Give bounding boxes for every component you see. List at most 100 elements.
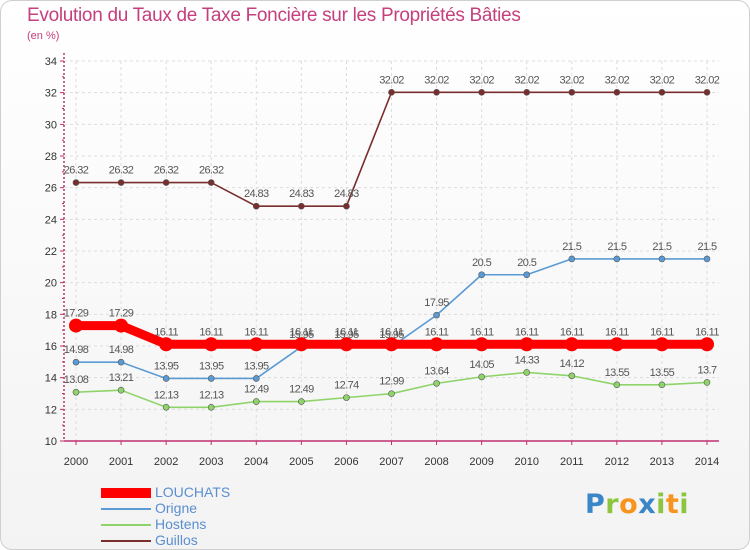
x-tick-label-2013: 2013 [650, 456, 674, 468]
legend-item-louchats: LOUCHATS [101, 484, 301, 501]
point-hostens-2012 [613, 381, 621, 389]
legend-swatch-louchats [101, 488, 151, 498]
legend-item-hostens: Hostens [101, 516, 301, 533]
data-label-guillos-2012: 32.02 [605, 74, 630, 86]
point-hostens-2003 [207, 403, 215, 411]
point-hostens-2008 [433, 380, 440, 387]
data-label-origne-2005: 15.95 [289, 329, 314, 341]
data-label-origne-2011: 21.5 [562, 241, 581, 253]
point-louchats-2004 [249, 337, 264, 352]
data-label-origne-2000: 14.98 [64, 344, 89, 356]
point-hostens-2000 [72, 388, 80, 396]
point-origne-2004 [252, 375, 260, 382]
chart-title: Evolution du Taux de Taxe Foncière sur l… [27, 5, 521, 26]
data-label-louchats-2001: 17.29 [109, 308, 134, 320]
point-louchats-2009 [474, 337, 489, 352]
point-louchats-2011 [564, 337, 579, 352]
data-label-guillos-2003: 26.32 [199, 165, 224, 177]
data-label-hostens-2008: 13.64 [424, 365, 449, 377]
data-label-origne-2009: 20.5 [472, 257, 491, 269]
y-tick-label-22: 22 [45, 246, 57, 258]
data-label-louchats-2013: 16.11 [650, 326, 674, 338]
point-origne-2010 [523, 271, 531, 279]
data-label-guillos-2013: 32.02 [650, 74, 675, 86]
point-hostens-2006 [343, 394, 350, 401]
data-label-origne-2012: 21.5 [607, 241, 626, 253]
point-origne-2011 [568, 255, 576, 263]
data-label-hostens-2004: 12.49 [244, 384, 269, 396]
x-tick-label-2012: 2012 [605, 456, 629, 468]
y-tick-label-28: 28 [45, 151, 57, 163]
y-tick-label-30: 30 [45, 119, 57, 131]
data-label-louchats-2010: 16.11 [515, 326, 539, 338]
x-tick-label-2005: 2005 [289, 456, 313, 468]
point-guillos-2007 [388, 89, 395, 96]
data-label-louchats-2002: 16.11 [154, 326, 178, 338]
point-louchats-2010 [519, 337, 534, 352]
data-label-louchats-2012: 16.11 [605, 326, 629, 338]
x-tick-label-2002: 2002 [154, 456, 178, 468]
y-tick-label-18: 18 [45, 309, 57, 321]
data-label-hostens-2009: 14.05 [469, 359, 494, 371]
data-label-origne-2014: 21.5 [697, 241, 716, 253]
point-origne-2002 [162, 375, 170, 382]
data-label-guillos-2001: 26.32 [109, 165, 134, 177]
data-label-guillos-2006: 24.83 [334, 188, 359, 200]
point-guillos-2013 [658, 89, 666, 96]
point-louchats-2001 [114, 318, 129, 333]
data-label-guillos-2011: 32.02 [560, 74, 585, 86]
data-label-hostens-2003: 12.13 [199, 389, 224, 401]
point-origne-2009 [478, 271, 485, 279]
x-tick-label-2011: 2011 [560, 456, 584, 468]
data-label-guillos-2005: 24.83 [289, 188, 314, 200]
point-guillos-2002 [162, 179, 170, 186]
data-label-louchats-2004: 16.11 [244, 326, 268, 338]
point-hostens-2004 [252, 398, 260, 405]
logo-letter-4: i [656, 489, 666, 520]
legend-label-louchats: LOUCHATS [155, 484, 231, 500]
data-label-louchats-2008: 16.11 [425, 326, 449, 338]
data-label-louchats-2000: 17.29 [64, 308, 89, 320]
x-tick-label-2010: 2010 [514, 456, 538, 468]
point-origne-2013 [658, 255, 666, 263]
legend-label-origne: Origne [155, 500, 198, 516]
data-label-guillos-2002: 26.32 [154, 165, 179, 177]
point-hostens-2001 [117, 386, 125, 394]
point-origne-2001 [117, 358, 125, 366]
legend-item-origne: Origne [101, 500, 301, 517]
point-guillos-2004 [252, 202, 260, 210]
logo-letter-6: i [679, 489, 690, 520]
data-label-louchats-2007: 16.11 [380, 326, 404, 338]
y-tick-label-10: 10 [45, 436, 57, 448]
point-hostens-2009 [478, 373, 485, 381]
data-label-guillos-2004: 24.83 [244, 188, 269, 200]
data-label-origne-2008: 17.95 [424, 297, 449, 309]
point-louchats-2006 [339, 337, 354, 352]
data-label-guillos-2007: 32.02 [379, 74, 404, 86]
logo-letter-3: x [638, 489, 657, 520]
point-guillos-2008 [433, 89, 440, 96]
legend-swatch-origne [101, 508, 151, 510]
point-origne-2008 [433, 311, 440, 319]
data-label-hostens-2012: 13.55 [605, 367, 630, 379]
data-label-guillos-2009: 32.02 [469, 74, 494, 86]
point-origne-2000 [72, 358, 80, 366]
point-guillos-2014 [703, 89, 711, 96]
data-label-origne-2013: 21.5 [652, 241, 671, 253]
point-louchats-2012 [609, 337, 624, 352]
legend-item-guillos: Guillos [101, 532, 301, 549]
y-tick-label-24: 24 [45, 214, 57, 226]
y-tick-label-32: 32 [45, 88, 57, 100]
legend-swatch-guillos [101, 540, 151, 542]
data-label-hostens-2005: 12.49 [289, 384, 314, 396]
point-louchats-2005 [294, 337, 309, 352]
y-tick-label-34: 34 [45, 56, 57, 68]
point-hostens-2010 [523, 369, 531, 376]
x-tick-label-2014: 2014 [695, 456, 719, 468]
legend: LOUCHATS Origne Hostens Guillos [101, 484, 301, 549]
point-louchats-2014 [700, 337, 714, 352]
point-guillos-2003 [207, 179, 215, 186]
data-label-origne-2007: 15.95 [379, 329, 404, 341]
